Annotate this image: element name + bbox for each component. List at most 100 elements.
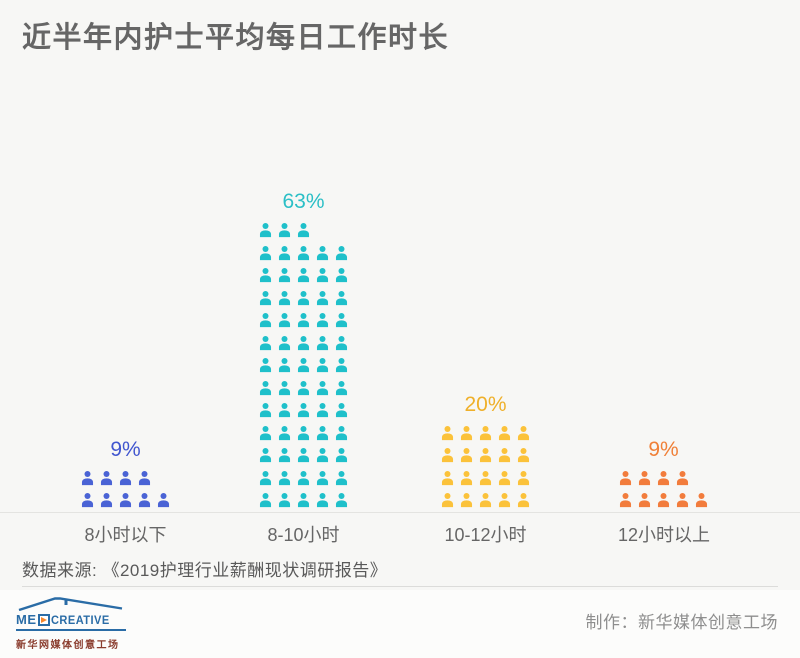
person-icon (297, 470, 310, 485)
person-icon (498, 448, 511, 463)
person-icon (657, 493, 670, 508)
icon-row (618, 470, 690, 487)
person-icon (119, 470, 132, 485)
icon-row (258, 335, 349, 352)
person-icon (157, 493, 170, 508)
person-icon (278, 425, 291, 440)
pictogram-column-4: 9% (618, 439, 709, 510)
person-icon (138, 493, 151, 508)
person-icon (441, 493, 454, 508)
person-icon (81, 470, 94, 485)
person-icon (479, 493, 492, 508)
brand-prefix: ME (16, 611, 37, 627)
person-icon (297, 335, 310, 350)
person-icon (297, 245, 310, 260)
icon-row (258, 447, 349, 464)
person-icon (316, 335, 329, 350)
person-icon (460, 448, 473, 463)
person-icon (316, 470, 329, 485)
icon-row (258, 312, 349, 329)
icon-row (258, 222, 311, 239)
brand-suffix: CREATIVE (50, 612, 110, 627)
person-icon (479, 448, 492, 463)
person-icon (316, 358, 329, 373)
person-icon (297, 290, 310, 305)
icon-row (440, 425, 531, 442)
icon-row (258, 245, 349, 262)
person-icon (638, 470, 651, 485)
person-icon (441, 425, 454, 440)
person-icon (259, 403, 272, 418)
person-icon (297, 493, 310, 508)
person-icon (100, 470, 113, 485)
person-icon (278, 268, 291, 283)
person-icon (335, 425, 348, 440)
icon-row (258, 290, 349, 307)
person-icon (479, 425, 492, 440)
person-icon (316, 290, 329, 305)
roof-icon (18, 597, 123, 611)
person-icon (335, 245, 348, 260)
person-icon (259, 448, 272, 463)
person-icon (259, 425, 272, 440)
person-icon (297, 358, 310, 373)
person-icon (335, 313, 348, 328)
person-icon (619, 493, 632, 508)
source-divider (22, 586, 778, 587)
icon-row (440, 447, 531, 464)
person-icon (676, 493, 689, 508)
person-icon (81, 493, 94, 508)
person-icon (335, 268, 348, 283)
category-label: 12小时以上 (618, 525, 711, 545)
person-icon (335, 290, 348, 305)
person-icon (119, 493, 132, 508)
person-icon (335, 403, 348, 418)
play-icon (37, 613, 50, 626)
person-icon (498, 425, 511, 440)
pictogram-column-2: 63% (258, 191, 349, 509)
icon-row (258, 267, 349, 284)
icon-row (258, 380, 349, 397)
percent-label: 63% (282, 190, 325, 213)
icon-row (258, 492, 349, 509)
person-icon (259, 358, 272, 373)
pictogram-chart: 9% 63% 20% 9% (0, 191, 800, 513)
person-icon (460, 425, 473, 440)
icon-row (258, 425, 349, 442)
person-icon (259, 470, 272, 485)
person-icon (517, 470, 530, 485)
icon-row (440, 492, 531, 509)
person-icon (479, 470, 492, 485)
person-icon (316, 403, 329, 418)
page-title: 近半年内护士平均每日工作时长 (22, 22, 450, 54)
icon-row (258, 357, 349, 374)
icon-row (258, 402, 349, 419)
person-icon (335, 380, 348, 395)
category-label: 8-10小时 (267, 525, 340, 545)
person-icon (278, 470, 291, 485)
x-axis-labels: 8小时以下 8-10小时 10-12小时 12小时以上 (0, 521, 800, 545)
person-icon (316, 268, 329, 283)
person-icon (278, 245, 291, 260)
person-icon (316, 448, 329, 463)
percent-label: 9% (110, 437, 141, 461)
person-icon (278, 403, 291, 418)
person-icon (335, 335, 348, 350)
person-icon (657, 470, 670, 485)
person-icon (335, 470, 348, 485)
person-icon (335, 448, 348, 463)
footer: ME CREATIVE 新华网媒体创意工场 制作：新华媒体创意工场 (0, 590, 800, 658)
person-icon (297, 403, 310, 418)
person-icon (278, 493, 291, 508)
person-icon (278, 380, 291, 395)
person-icon (316, 493, 329, 508)
person-icon (259, 245, 272, 260)
person-icon (278, 313, 291, 328)
percent-label: 20% (464, 392, 507, 416)
person-icon (297, 425, 310, 440)
person-icon (316, 380, 329, 395)
pictogram-column-1: 9% (80, 439, 171, 510)
brand-wordmark: ME CREATIVE (16, 612, 128, 627)
person-icon (460, 493, 473, 508)
person-icon (259, 313, 272, 328)
